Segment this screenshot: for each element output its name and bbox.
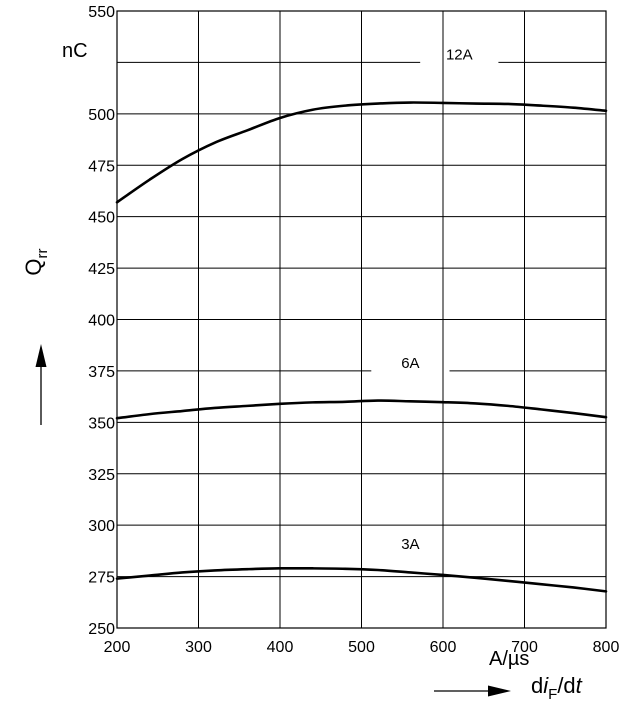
y-tick-label: 475: [88, 158, 115, 175]
series-label-3a: 3A: [401, 536, 419, 553]
y-axis-label: Qrr: [21, 248, 51, 275]
series-label-12a: 12A: [446, 46, 473, 63]
series-label-6a: 6A: [401, 355, 419, 372]
x-tick-label: 800: [593, 639, 620, 656]
y-tick-label: 375: [88, 364, 115, 381]
series-line-3a: [115, 566, 608, 593]
y-tick-label: 275: [88, 570, 115, 587]
x-tick-label: 700: [511, 639, 538, 656]
x-unit-label: A/µs: [489, 648, 529, 670]
grid: [116, 10, 607, 629]
x-tick-label: 300: [185, 639, 212, 656]
y-axis-arrow-head: [35, 344, 47, 367]
curves: 12A 6A 3A: [115, 46, 608, 593]
x-tick-label: 400: [267, 639, 294, 656]
series-line-6a: [115, 399, 608, 420]
y-tick-label: 350: [88, 415, 115, 432]
y-tick-label: 300: [88, 518, 115, 535]
y-unit-label: nC: [62, 40, 88, 62]
x-tick-label: 600: [430, 639, 457, 656]
y-tick-label: 400: [88, 313, 115, 330]
x-axis-label: diF/dt: [531, 673, 583, 702]
y-tick-label: 550: [88, 4, 115, 21]
y-tick-label: 500: [88, 107, 115, 124]
y-tick-label: 250: [88, 621, 115, 638]
plot-frame: [116, 10, 607, 629]
tick-labels: 250 275 300 325 350 375 400 425 450 475 500 550 200 3…: [88, 4, 619, 656]
y-tick-label: 425: [88, 261, 115, 278]
y-tick-label: 325: [88, 467, 115, 484]
x-tick-label: 500: [348, 639, 375, 656]
series-line-12a: [115, 101, 608, 204]
y-tick-label: 450: [88, 210, 115, 227]
x-axis-arrow-head: [488, 685, 511, 697]
x-tick-label: 200: [104, 639, 131, 656]
